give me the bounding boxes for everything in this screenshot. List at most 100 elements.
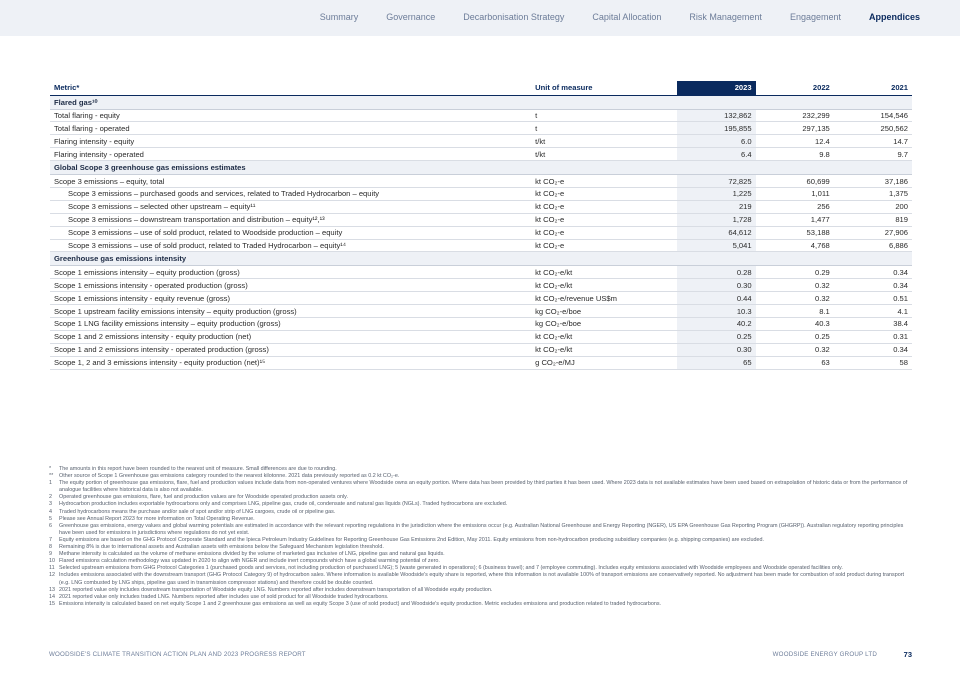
metric-cell: Flaring intensity - equity — [50, 134, 532, 149]
footnote-text: Flared emissions calculation methodology… — [59, 558, 440, 565]
metric-cell: Total flaring - equity — [50, 109, 532, 123]
table-row: Scope 1 and 2 emissions intensity - equi… — [50, 330, 912, 344]
footnote-marker: 10 — [49, 558, 55, 565]
value-2021-cell: 1,375 — [833, 187, 912, 201]
footnote-marker: ** — [49, 473, 54, 480]
footnote: 8 Remaining 8% is due to international as… — [49, 544, 911, 551]
footnote: 6 Greenhouse gas emissions, energy values… — [49, 523, 911, 537]
section-title: Global Scope 3 greenhouse gas emissions … — [50, 160, 912, 176]
nav-item-engagement[interactable]: Engagement — [789, 12, 841, 22]
metric-cell: Scope 3 emissions – downstream transport… — [50, 213, 532, 227]
unit-cell: t — [531, 121, 678, 136]
table-row: Scope 1 emissions intensity – equity pro… — [50, 265, 912, 280]
table-row: Flaring intensity - equity t/kt 6.0 12.4 14.… — [50, 134, 912, 149]
table-row: Scope 1 LNG facility emissions intensity… — [50, 317, 912, 331]
footnote: 12 Includes emissions associated with the… — [49, 572, 911, 586]
value-2022-cell: 0.32 — [755, 278, 834, 293]
header-2023: 2023 — [677, 81, 756, 96]
footnote-marker: 8 — [49, 544, 52, 551]
company-name-footer: WOODSIDE ENERGY GROUP LTD — [772, 651, 877, 658]
footnote-text: Other source of Scope 1 Greenhouse gas e… — [59, 473, 400, 480]
table-row: Scope 3 emissions – downstream transport… — [50, 213, 912, 227]
nav-item-decarbonisation-strategy[interactable]: Decarbonisation Strategy — [463, 12, 565, 22]
unit-cell: kt CO₂-e — [531, 226, 678, 240]
unit-cell: t/kt — [531, 147, 678, 162]
unit-cell: kt CO₂-e — [531, 174, 678, 188]
metrics-table: Metric* Unit of measure 2023 2022 2021 F… — [50, 81, 912, 370]
nav-item-governance[interactable]: Governance — [386, 12, 436, 22]
footnote-marker: 5 — [49, 515, 52, 522]
table-row: Scope 1 upstream facility emissions inte… — [50, 304, 912, 318]
footnote-marker: 7 — [49, 536, 52, 543]
value-2021-cell: 9.7 — [833, 147, 912, 162]
footnote: 7 Equity emissions are based on the GHG P… — [49, 537, 911, 544]
value-2022-cell: 8.1 — [755, 304, 834, 318]
value-2022-cell: 256 — [755, 200, 834, 214]
metric-cell: Scope 3 emissions – use of sold product,… — [50, 226, 532, 240]
metric-cell: Scope 3 emissions – use of sold product,… — [50, 239, 532, 253]
footnote-marker: 2 — [49, 494, 52, 501]
value-2021-cell: 154,546 — [833, 109, 912, 123]
footnote-marker: * — [49, 466, 52, 472]
footnote-marker: 13 — [49, 586, 55, 593]
nav-item-capital-allocation[interactable]: Capital Allocation — [592, 12, 662, 22]
value-2022-cell: 4,768 — [755, 239, 834, 253]
unit-cell: kt CO₂-e/kt — [531, 343, 678, 357]
unit-cell: kt CO₂-e — [531, 187, 678, 201]
value-2023-cell: 0.25 — [677, 330, 756, 344]
value-2022-cell: 0.32 — [755, 291, 834, 306]
value-2023-cell: 10.3 — [677, 304, 756, 318]
value-2022-cell: 12.4 — [755, 134, 834, 149]
footnote-marker: 15 — [49, 600, 55, 607]
footnote-text: Greenhouse gas emissions, energy values … — [59, 522, 904, 536]
footnote-text: Please see Annual Report 2023 for more i… — [59, 515, 255, 522]
value-2021-cell: 4.1 — [833, 304, 912, 318]
value-2021-cell: 0.31 — [833, 330, 912, 344]
footnote: 13 2021 reported value only includes down… — [49, 587, 911, 594]
metric-cell: Scope 3 emissions – equity, total — [50, 174, 532, 188]
footnote: ** Other source of Scope 1 Greenhouse gas… — [49, 473, 911, 480]
value-2021-cell: 37,186 — [833, 174, 912, 188]
value-2022-cell: 53,188 — [755, 226, 834, 240]
footnote-text: 2021 reported value only includes downst… — [59, 586, 493, 593]
value-2023-cell: 132,862 — [677, 109, 756, 123]
table-row: Scope 1, 2 and 3 emissions intensity - e… — [50, 356, 912, 370]
nav-item-risk-management[interactable]: Risk Management — [689, 12, 762, 22]
footnote-text: Includes emissions associated with the d… — [59, 572, 904, 586]
footnote: 9 Methane intensity is calculated as the … — [49, 551, 911, 558]
footnote-marker: 1 — [49, 480, 52, 487]
value-2023-cell: 65 — [677, 356, 756, 370]
footnote-marker: 14 — [49, 593, 55, 600]
table-row: Scope 1 emissions intensity - operated p… — [50, 278, 912, 293]
value-2023-cell: 72,825 — [677, 174, 756, 188]
footnote: 1 The equity portion of greenhouse gas em… — [49, 480, 911, 494]
unit-cell: kt CO₂-e/revenue US$m — [531, 291, 678, 306]
footnote-marker: 3 — [49, 501, 52, 508]
footnote-text: Hydrocarbon production includes exportab… — [59, 501, 508, 508]
metric-cell: Scope 1 emissions intensity - operated p… — [50, 278, 532, 293]
footnote-text: Traded hydrocarbons means the purchase a… — [59, 508, 336, 515]
unit-cell: kt CO₂-e/kt — [531, 265, 678, 280]
nav-item-appendices[interactable]: Appendices — [868, 12, 920, 22]
table-row: Total flaring - equity t 132,862 232,299 154… — [50, 109, 912, 123]
value-2023-cell: 40.2 — [677, 317, 756, 331]
value-2021-cell: 250,562 — [833, 121, 912, 136]
nav-item-summary[interactable]: Summary — [319, 12, 359, 22]
footnotes: * The amounts in this report have been ro… — [49, 466, 911, 608]
value-2023-cell: 0.30 — [677, 278, 756, 293]
value-2023-cell: 195,855 — [677, 121, 756, 136]
header-unit: Unit of measure — [531, 81, 678, 96]
unit-cell: kt CO₂-e — [531, 239, 678, 253]
metric-cell: Total flaring - operated — [50, 121, 532, 136]
top-navigation-bar: Summary Governance Decarbonisation Strateg… — [0, 0, 960, 36]
unit-cell: t — [531, 109, 678, 123]
metric-cell: Scope 3 emissions – purchased goods and … — [50, 187, 532, 201]
value-2022-cell: 63 — [755, 356, 834, 370]
metrics-table-body: Flared gas¹⁰ Total flaring - equity t 132,8… — [50, 95, 912, 370]
value-2021-cell: 27,906 — [833, 226, 912, 240]
value-2022-cell: 40.3 — [755, 317, 834, 331]
footnote-marker: 4 — [49, 508, 52, 515]
footnote-text: Remaining 8% is due to international ass… — [59, 544, 384, 551]
value-2021-cell: 819 — [833, 213, 912, 227]
value-2023-cell: 0.30 — [677, 343, 756, 357]
